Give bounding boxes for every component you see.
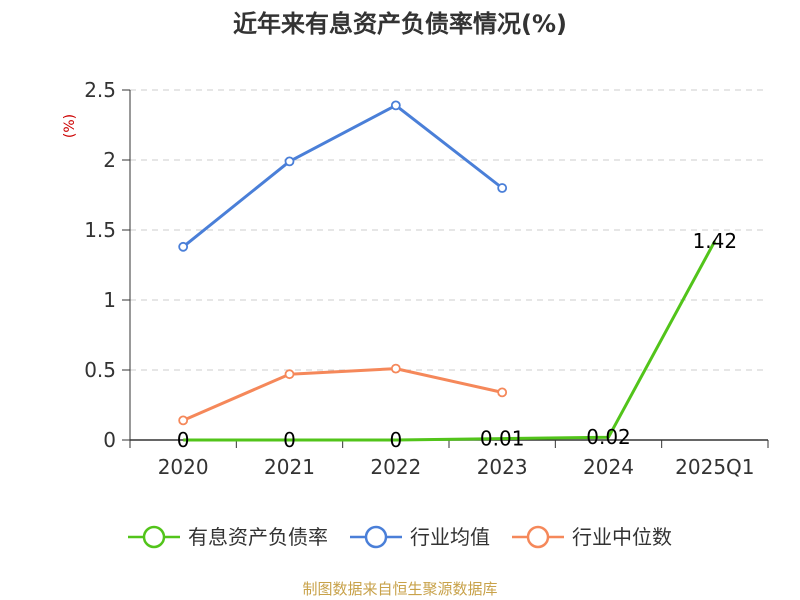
legend-marker-icon [142,525,166,549]
data-point [390,100,401,111]
data-label: 0 [389,428,402,452]
source-note: 制图数据来自恒生聚源数据库 [302,580,497,598]
y-tick-label: 1.5 [84,218,116,242]
series-line [182,103,504,248]
data-label: 1.42 [693,229,738,253]
x-tick-label: 2023 [477,455,528,479]
y-tick-label: 0.5 [84,358,116,382]
series-line [182,367,503,422]
grid-lines [130,89,768,371]
data-point [497,183,508,193]
y-tick-label: 2 [103,148,116,172]
data-label: 0.02 [586,425,631,449]
y-axis-label: (%) [62,114,78,138]
x-tick-label: 2022 [370,455,421,479]
legend-marker-icon [364,525,388,549]
y-tick-labels: 0 0.5 1 1.5 2 2.5 [84,78,116,452]
chart-title: 近年来有息资产负债率情况(%) [233,10,567,38]
legend-label: 行业均值 [410,525,490,549]
data-label: 0 [177,428,190,452]
data-point [178,241,189,252]
data-point [497,387,508,398]
x-tick-label: 2021 [264,455,315,479]
y-tick-label: 0 [103,428,116,452]
data-point [284,369,295,380]
x-tick-labels: 2020 2021 2022 2023 2024 2025Q1 [158,455,755,479]
data-point [390,363,401,374]
series-lines [178,100,717,442]
data-point [178,415,189,426]
y-tick-label: 2.5 [84,78,116,102]
x-tick-label: 2024 [583,455,634,479]
legend-marker-icon [526,525,550,549]
legend-label: 行业中位数 [572,525,672,549]
x-tick-label: 2020 [158,455,209,479]
series-line [183,240,717,442]
y-tick-label: 1 [103,288,116,312]
legend-label: 有息资产负债率 [188,525,328,549]
data-labels: 0 0 0 0.01 0.02 1.42 [177,229,737,452]
data-point [284,156,295,167]
data-label: 0 [283,428,296,452]
legend: 有息资产负债率 行业均值 行业中位数 [128,525,672,549]
data-label: 0.01 [480,427,525,451]
x-tick-label: 2025Q1 [675,455,754,479]
